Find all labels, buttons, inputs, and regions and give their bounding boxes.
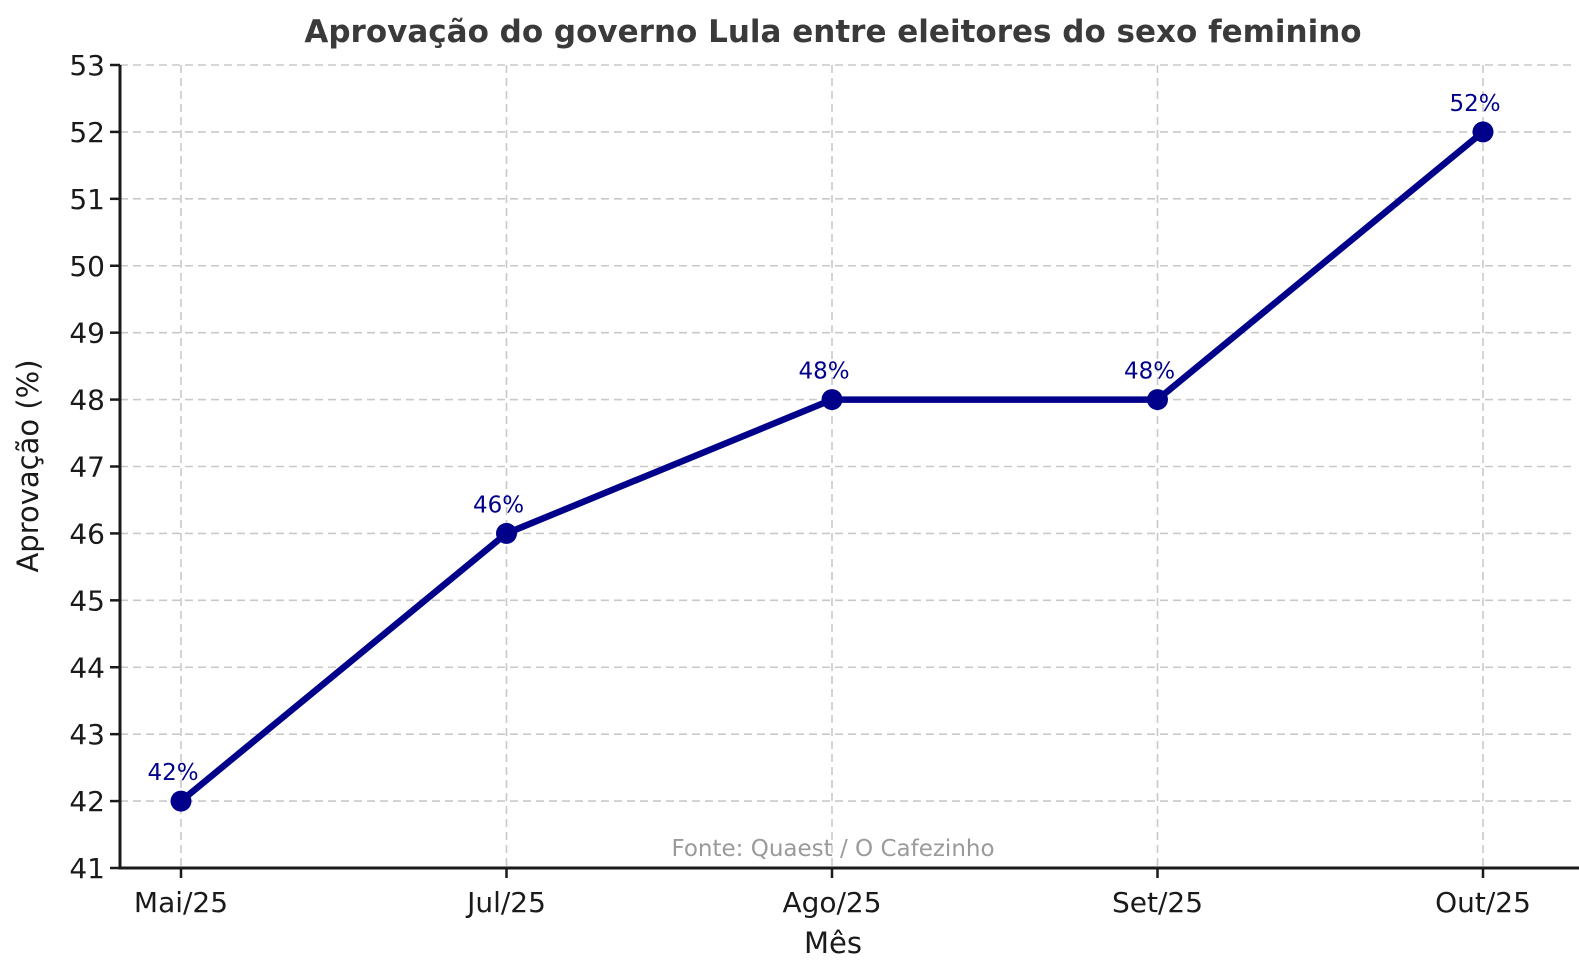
y-tick-label: 53 bbox=[69, 49, 105, 82]
gridlines bbox=[120, 64, 1576, 868]
point-value-label: 48% bbox=[798, 359, 849, 385]
y-tick-label: 52 bbox=[69, 116, 105, 149]
source-note: Fonte: Quaest / O Cafezinho bbox=[671, 836, 994, 862]
x-tick-label: Jul/25 bbox=[465, 886, 546, 919]
y-tick-label: 41 bbox=[69, 852, 105, 885]
y-tick-label: 46 bbox=[69, 517, 105, 550]
point-value-label: 48% bbox=[1124, 359, 1175, 385]
x-tick-label: Set/25 bbox=[1112, 886, 1203, 919]
y-tick-label: 43 bbox=[69, 718, 105, 751]
data-series: 42% 46% 48% 48% 52% bbox=[147, 91, 1501, 812]
data-point bbox=[496, 522, 517, 544]
y-tick-label: 42 bbox=[69, 785, 105, 818]
y-axis-title: Aprovação (%) bbox=[11, 359, 45, 572]
data-point bbox=[821, 389, 843, 411]
point-value-label: 52% bbox=[1449, 91, 1500, 117]
y-tick-label: 45 bbox=[69, 584, 105, 617]
y-tick-label: 48 bbox=[69, 384, 105, 417]
point-value-label: 46% bbox=[473, 492, 524, 518]
chart-title: Aprovação do governo Lula entre eleitore… bbox=[304, 14, 1361, 50]
data-point bbox=[1472, 121, 1494, 143]
y-tick-label: 49 bbox=[69, 317, 105, 350]
x-axis-title: Mês bbox=[804, 926, 862, 960]
x-tick-label: Out/25 bbox=[1435, 886, 1531, 919]
series-line bbox=[177, 128, 1487, 805]
data-point bbox=[170, 790, 192, 812]
y-tick-label: 47 bbox=[69, 451, 105, 484]
y-tick-label: 50 bbox=[69, 250, 105, 283]
x-tick-label: Ago/25 bbox=[782, 886, 881, 919]
axes: 41 42 43 44 45 46 47 48 49 50 51 52 53 Mai/25 Jul/25 Ag… bbox=[69, 49, 1579, 919]
point-value-label: 42% bbox=[147, 760, 198, 786]
y-tick-label: 44 bbox=[69, 651, 105, 684]
y-tick-label: 51 bbox=[69, 183, 105, 216]
data-point bbox=[1147, 389, 1168, 411]
x-tick-label: Mai/25 bbox=[134, 886, 228, 919]
